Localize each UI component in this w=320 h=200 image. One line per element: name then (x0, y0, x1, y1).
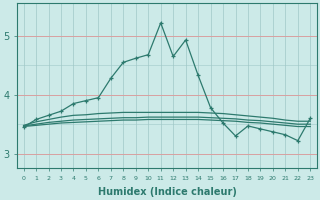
X-axis label: Humidex (Indice chaleur): Humidex (Indice chaleur) (98, 187, 236, 197)
